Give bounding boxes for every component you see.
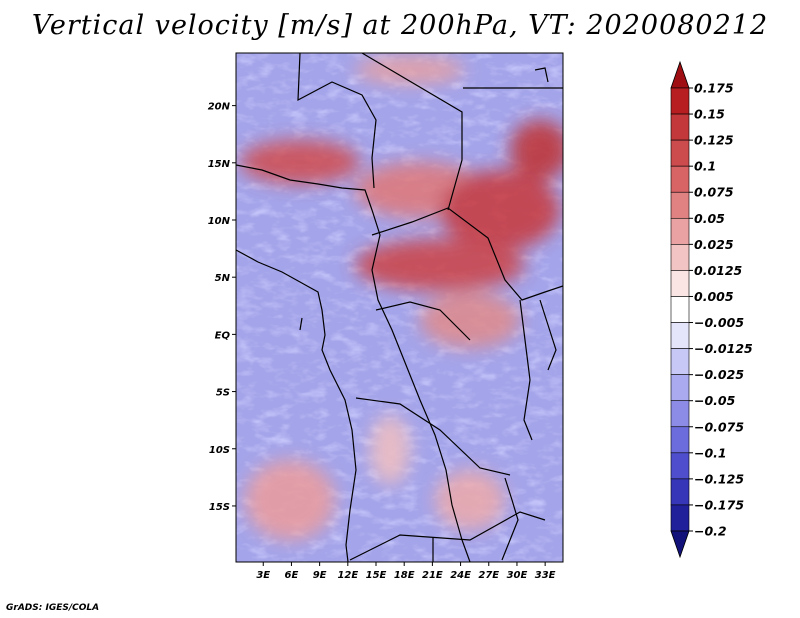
colorbar-label: 0.025 xyxy=(694,237,734,252)
colorbar-segment xyxy=(670,113,690,141)
y-axis: 20N 15N 10N 5N EQ 5S 10S 15S xyxy=(208,102,236,513)
colorbar-label: 0.1 xyxy=(694,159,716,174)
colorbar-segment xyxy=(670,217,690,245)
colorbar-label: −0.05 xyxy=(694,393,736,408)
y-tick-label: 15S xyxy=(209,502,230,513)
x-tick-label: 15E xyxy=(366,570,387,581)
map-frame xyxy=(235,52,564,563)
coastlines-borders xyxy=(236,53,563,562)
x-axis: 3E 6E 9E 12E 15E 18E 21E 24E 27E 30E 33E xyxy=(256,562,556,581)
y-tick-label: 15N xyxy=(208,159,231,170)
colorbar-segment xyxy=(670,400,690,428)
x-tick-label: 33E xyxy=(535,570,556,581)
colorbar-label: −0.1 xyxy=(694,445,727,460)
x-tick-label: 6E xyxy=(285,570,299,581)
colorbar-label: −0.0125 xyxy=(694,341,753,356)
colorbar-label: 0.175 xyxy=(694,81,734,96)
colorbar-segment xyxy=(670,348,690,375)
colorbar-top-arrow xyxy=(670,60,690,89)
colorbar-label: 0.125 xyxy=(694,133,734,148)
x-tick-label: 9E xyxy=(313,570,327,581)
colorbar-segment xyxy=(670,139,690,167)
y-tick-label: EQ xyxy=(215,330,231,341)
colorbar-label: 0.15 xyxy=(694,107,725,122)
colorbar: 0.175 0.15 0.125 0.1 0.075 0.05 0.025 0.0125 0.0… xyxy=(670,60,753,559)
x-tick-label: 27E xyxy=(478,570,499,581)
colorbar-label: −0.2 xyxy=(694,524,727,539)
colorbar-segment xyxy=(670,296,690,323)
colorbar-segment xyxy=(670,374,690,402)
x-tick-label: 12E xyxy=(337,570,358,581)
colorbar-label: −0.075 xyxy=(694,419,744,434)
x-tick-label: 21E xyxy=(422,570,443,581)
y-tick-label: 20N xyxy=(208,102,231,113)
y-tick-label: 5S xyxy=(216,388,230,399)
colorbar-label: −0.005 xyxy=(694,315,744,330)
colorbar-segment xyxy=(670,426,690,454)
colorbar-segment xyxy=(670,87,690,115)
y-tick-label: 10N xyxy=(208,216,231,227)
x-tick-label: 24E xyxy=(450,570,471,581)
colorbar-bottom-arrow xyxy=(670,530,690,559)
colorbar-segment xyxy=(670,452,690,480)
chart-title: Vertical velocity [m/s] at 200hPa, VT: 2… xyxy=(31,10,769,41)
colorbar-label: 0.005 xyxy=(694,289,734,304)
x-tick-label: 3E xyxy=(256,570,270,581)
grads-credit: GrADS: IGES/COLA xyxy=(6,603,100,613)
colorbar-segment xyxy=(670,504,690,532)
colorbar-label: 0.05 xyxy=(694,211,725,226)
y-tick-label: 5N xyxy=(215,273,231,284)
velocity-field xyxy=(236,53,563,562)
colorbar-segment xyxy=(670,322,690,349)
colorbar-segment xyxy=(670,165,690,193)
colorbar-segment xyxy=(670,270,690,297)
x-tick-label: 30E xyxy=(507,570,528,581)
colorbar-label: 0.075 xyxy=(694,185,734,200)
x-tick-label: 18E xyxy=(394,570,415,581)
colorbar-label: −0.125 xyxy=(694,471,744,486)
colorbar-label: −0.025 xyxy=(694,367,744,382)
colorbar-segment xyxy=(670,478,690,506)
colorbar-segment xyxy=(670,191,690,219)
colorbar-label: 0.0125 xyxy=(694,263,743,278)
y-tick-label: 10S xyxy=(209,445,230,456)
colorbar-label: −0.175 xyxy=(694,497,744,512)
colorbar-segment xyxy=(670,244,690,271)
